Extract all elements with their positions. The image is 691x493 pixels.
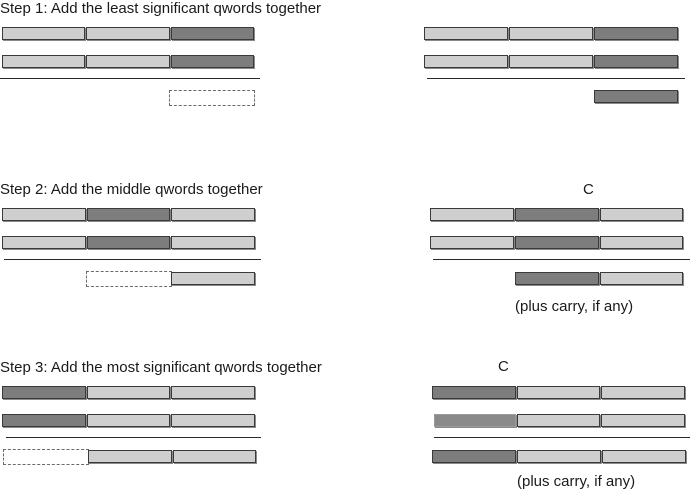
step3-title: Step 3: Add the most significant qwords … [0, 359, 322, 376]
step3-left-op1-qword-low [171, 386, 255, 399]
step3-right-result-qword-high [432, 450, 516, 463]
step3-right-op1-qword-low [601, 386, 685, 399]
step2-left-result-placeholder [86, 271, 172, 287]
step3-right-op2-qword-mid [517, 414, 600, 427]
step3-left-op1-qword-high [2, 386, 86, 399]
step1-title: Step 1: Add the least significant qwords… [0, 0, 322, 17]
step1-left-result-placeholder [169, 90, 255, 106]
step1-right-op2-qword-mid [509, 55, 593, 68]
step2-left-op2-qword-high [2, 236, 86, 249]
step2-carry-marker: C [583, 181, 594, 198]
step3-left-op2-qword-low [171, 414, 255, 427]
step3-left-result-qword-low [173, 450, 256, 463]
step3-right-op1-qword-high [432, 386, 516, 399]
step2-right-op2-qword-high [430, 236, 514, 249]
step3-right-op1-qword-mid [517, 386, 600, 399]
step2-right-op1-qword-high [430, 208, 514, 221]
step2-right-op2-qword-mid [515, 236, 599, 249]
step1-right-op1-qword-low [594, 27, 678, 40]
step3-carry-marker: C [498, 358, 509, 375]
step3-left-result-placeholder [3, 449, 89, 465]
step3-left-result-qword-mid [88, 450, 172, 463]
step2-left-op1-qword-low [171, 208, 255, 221]
step1-right-sum-rule [427, 78, 685, 79]
step2-right-result-qword-mid [515, 272, 599, 285]
step1-left-op1-qword-mid [86, 27, 170, 40]
step3-left-op1-qword-mid [87, 386, 170, 399]
step3-left-sum-rule [6, 437, 261, 438]
step1-left-op2-qword-mid [86, 55, 170, 68]
step2-left-result-qword-low [171, 272, 255, 285]
step3-carry-note: (plus carry, if any) [517, 473, 636, 490]
step2-right-op2-qword-low [600, 236, 683, 249]
step1-left-op2-qword-low [171, 55, 254, 68]
step1-right-op1-qword-high [424, 27, 508, 40]
step1-left-op2-qword-high [2, 55, 85, 68]
step2-left-sum-rule [4, 259, 261, 260]
step3-left-op2-qword-high [2, 414, 86, 427]
step2-right-op1-qword-low [600, 208, 683, 221]
step1-right-op1-qword-mid [509, 27, 593, 40]
step2-right-result-qword-low [600, 272, 683, 285]
step2-left-op1-qword-high [2, 208, 86, 221]
step3-right-result-qword-mid [517, 450, 601, 463]
step3-right-sum-rule [434, 437, 690, 438]
step3-right-op2-qword-high [434, 414, 516, 427]
step3-right-result-qword-low [602, 450, 686, 463]
step1-left-op1-qword-low [171, 27, 254, 40]
step2-left-op2-qword-mid [87, 236, 170, 249]
step3-right-op2-qword-low [601, 414, 685, 427]
step2-left-op1-qword-mid [87, 208, 170, 221]
step3-left-op2-qword-mid [87, 414, 170, 427]
step1-right-op2-qword-high [424, 55, 508, 68]
step2-left-op2-qword-low [171, 236, 255, 249]
step2-right-op1-qword-mid [515, 208, 599, 221]
step1-left-op1-qword-high [2, 27, 85, 40]
step1-right-op2-qword-low [594, 55, 678, 68]
step1-left-sum-rule [0, 78, 260, 79]
step2-carry-note: (plus carry, if any) [515, 298, 634, 315]
step2-title: Step 2: Add the middle qwords together [0, 181, 263, 198]
step1-right-result-qword-low [594, 90, 678, 103]
step2-right-sum-rule [433, 259, 690, 260]
